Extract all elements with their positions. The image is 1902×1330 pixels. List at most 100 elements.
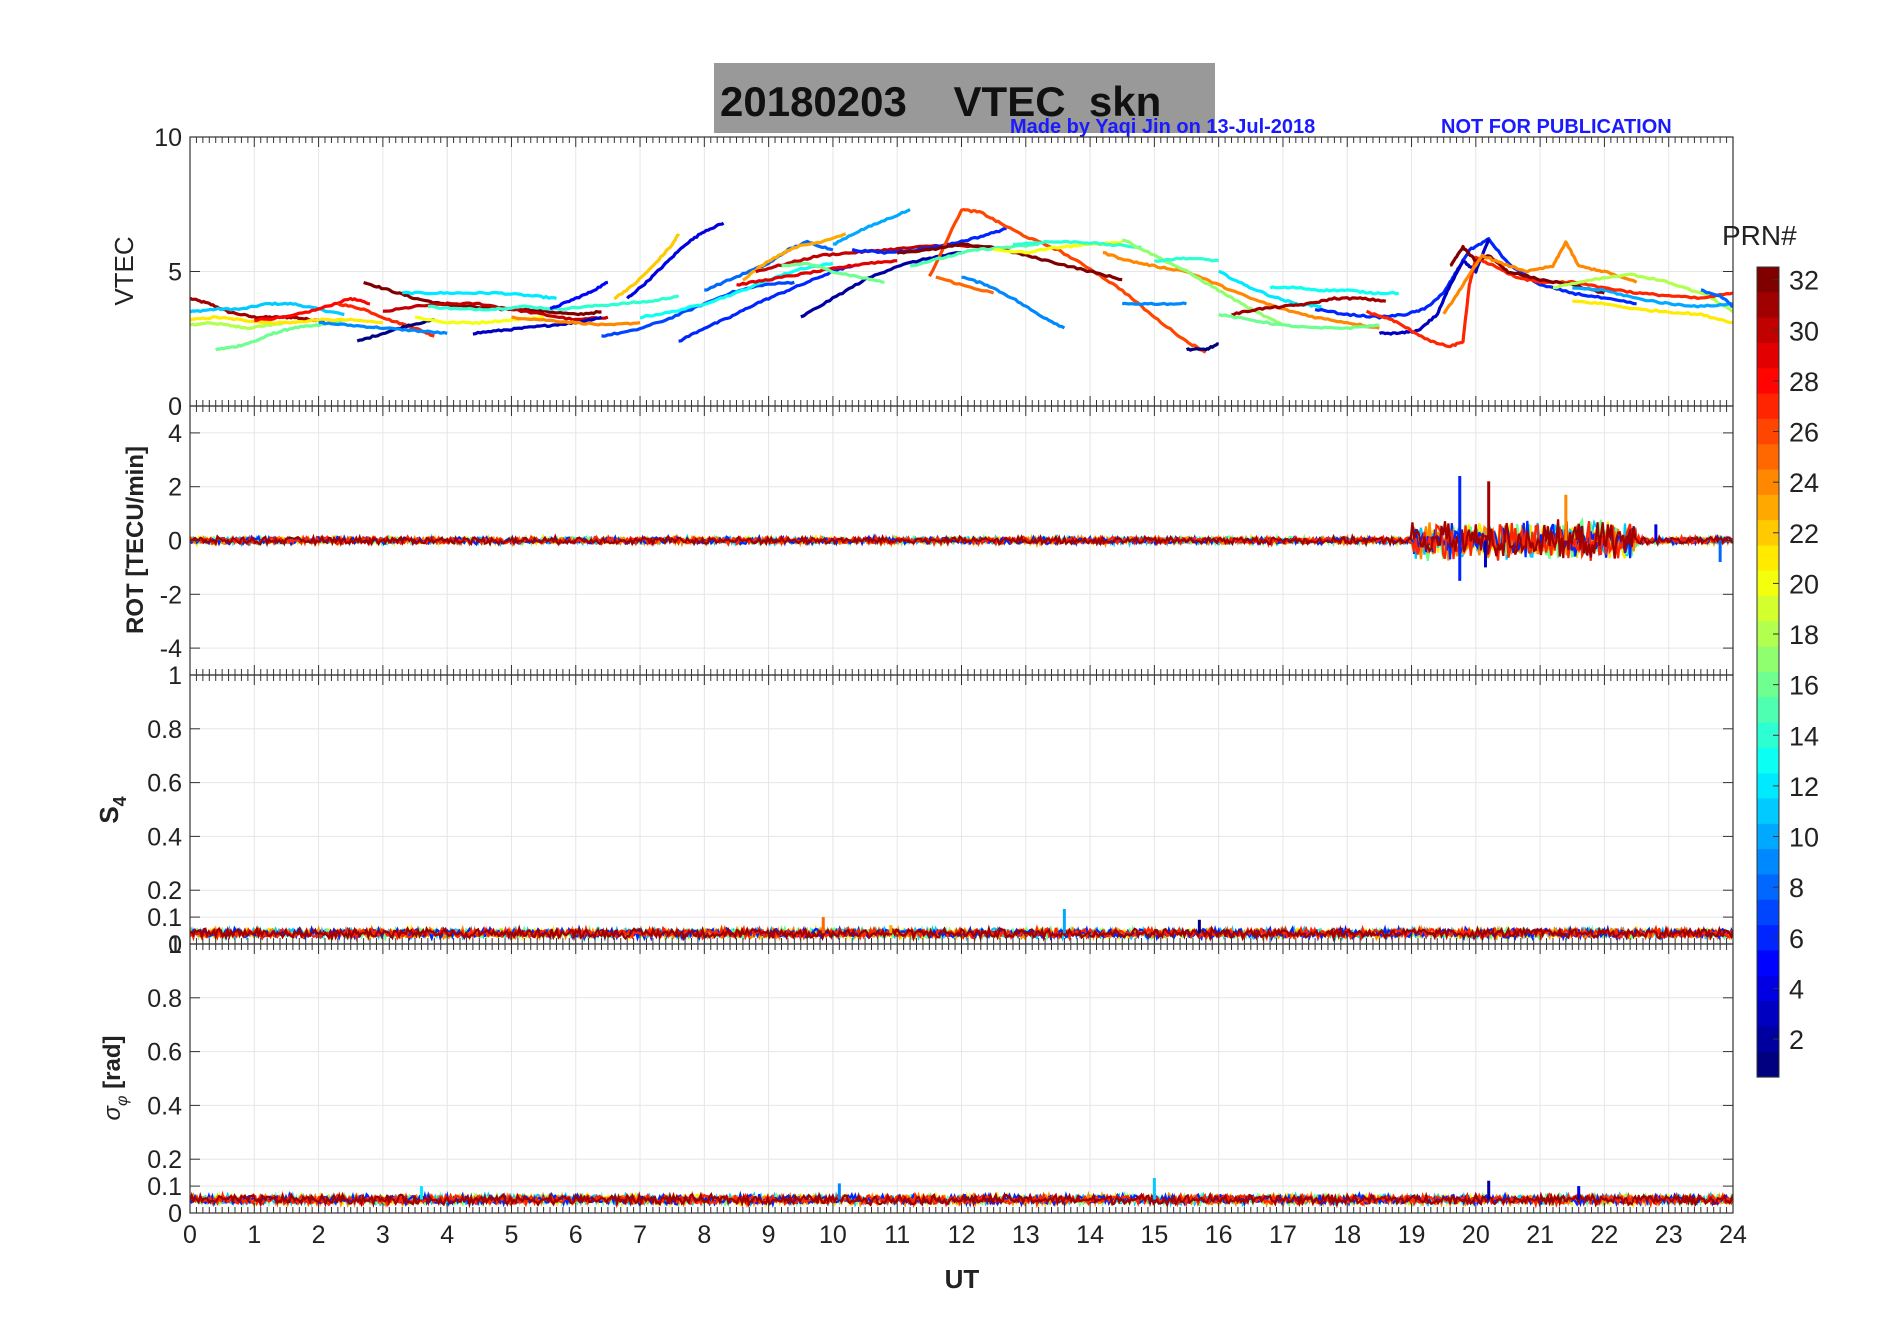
colorbar-segment [1757, 368, 1779, 395]
colorbar-segment [1757, 469, 1779, 496]
vtec-series-line [190, 320, 287, 331]
vtec-data [190, 208, 1733, 354]
colorbar-tick-label: 10 [1789, 823, 1819, 853]
y-tick-label: 5 [168, 259, 182, 287]
vtec-series-line [1231, 296, 1386, 317]
vtec-series-line [781, 261, 885, 284]
colorbar-tick-label: 26 [1789, 418, 1819, 448]
rot-data [190, 475, 1733, 581]
vtec-ylabel: VTEC [109, 236, 139, 305]
vtec-series-line [1572, 299, 1733, 325]
vtec-ticks [189, 136, 1734, 407]
y-tick-label: 1 [168, 931, 182, 959]
colorbar-segment [1757, 621, 1779, 648]
vtec-series-line [1378, 238, 1491, 336]
colorbar-segment [1757, 950, 1779, 977]
colorbar-segment [1757, 342, 1779, 369]
y-tick-label: 0.1 [147, 904, 182, 932]
vtec-series-line [190, 315, 383, 325]
x-tick-label: 19 [1398, 1221, 1426, 1249]
colorbar-segment [1757, 925, 1779, 952]
y-tick-label: 1 [168, 662, 182, 690]
colorbar-segment [1757, 1026, 1779, 1053]
y-tick-label: 0.2 [147, 877, 182, 905]
vtec-series-line [1154, 256, 1219, 263]
x-tick-label: 22 [1591, 1221, 1619, 1249]
vtec-series-line [742, 232, 847, 282]
x-tick-label: 4 [440, 1221, 454, 1249]
colorbar-tick-label: 6 [1789, 924, 1804, 954]
x-tick-label: 1 [247, 1221, 261, 1249]
colorbar-segment [1757, 697, 1779, 724]
vtec-series-line [549, 280, 609, 311]
rot-panel: -4 -2 0 2 4 [160, 405, 1734, 676]
colorbar-segment [1757, 849, 1779, 876]
vtec-series-line [382, 301, 609, 322]
colorbar-tick-label: 24 [1789, 468, 1819, 498]
x-tick-label: 15 [1140, 1221, 1168, 1249]
colorbar-segment [1757, 1001, 1779, 1027]
colorbar-tick-label: 28 [1789, 367, 1819, 397]
vtec-series-line [832, 208, 911, 246]
vtec-series-line [511, 315, 641, 327]
vtec-series-line [601, 280, 795, 338]
x-tick-label: 24 [1719, 1221, 1747, 1249]
s4-ylabel: S4 [94, 796, 130, 823]
sigma_phi-ticks [189, 943, 1734, 1214]
x-tick-label: 17 [1269, 1221, 1297, 1249]
sigma_phi-grid [189, 943, 1734, 1214]
vtec-series-line [1552, 272, 1733, 314]
colorbar-segment [1757, 393, 1779, 420]
vtec-series-line [1604, 286, 1733, 300]
colorbar-tick-label: 4 [1789, 974, 1804, 1004]
x-tick-label: 5 [505, 1221, 519, 1249]
colorbar-segment [1757, 899, 1779, 926]
x-tick-label: 21 [1526, 1221, 1554, 1249]
x-tick-label: 6 [569, 1221, 583, 1249]
vtec-series-line [1102, 251, 1380, 330]
colorbar-tick-label: 2 [1789, 1025, 1804, 1055]
y-tick-label: 0.4 [147, 823, 182, 851]
colorbar-segment [1757, 520, 1779, 547]
colorbar-tick-label: 14 [1789, 721, 1819, 751]
vtec-series-line [402, 290, 557, 300]
sigma-phi-panel: 00.10.20.40.60.810 1 2 3 4 5 6 7 8 9 10 11 12 13 14 15 1… [147, 931, 1747, 1249]
colorbar-segment [1757, 798, 1779, 825]
vtec-series-line [318, 320, 448, 335]
vtec-series-line [1442, 240, 1638, 315]
vtec-series-line [961, 275, 1066, 330]
colorbar-segment [1757, 444, 1779, 471]
y-tick-label: -4 [160, 635, 182, 663]
x-tick-label: 23 [1655, 1221, 1683, 1249]
y-tick-label: 0 [168, 931, 182, 959]
colorbar-segment [1757, 292, 1779, 319]
colorbar-tick-label: 30 [1789, 316, 1819, 346]
vtec-series-line [214, 318, 345, 352]
chart-title: 20180203 VTEC skn [720, 78, 1161, 125]
colorbar-segment [1757, 773, 1779, 800]
colorbar-segment [1757, 418, 1779, 445]
x-tick-label: 9 [762, 1221, 776, 1249]
vtec-series-line [678, 264, 853, 343]
colorbar-tick-label: 20 [1789, 569, 1819, 599]
vtec-series-line [613, 233, 681, 301]
x-tick-label: 7 [633, 1221, 647, 1249]
vtec-series-line [1185, 342, 1220, 352]
y-tick-label: 0 [168, 393, 182, 421]
x-tick-label: 11 [884, 1221, 910, 1249]
colorbar-segment [1757, 672, 1779, 698]
vtec-series-line [626, 221, 725, 300]
colorbar-segment [1757, 317, 1779, 344]
y-tick-label: 4 [168, 420, 182, 448]
colorbar-tick-label: 16 [1789, 671, 1819, 701]
y-tick-label: 2 [168, 474, 182, 502]
y-tick-label: 0.8 [147, 716, 182, 744]
credit-text: Made by Yaqi Jin on 13-Jul-2018 [1010, 116, 1315, 138]
x-tick-label: 12 [948, 1221, 976, 1249]
x-tick-label: 2 [312, 1221, 326, 1249]
colorbar-segment [1757, 874, 1779, 901]
vtec-series-line [1700, 288, 1733, 309]
s4-panel: 00.10.2 0.4 0.6 0.8 1 [147, 662, 1734, 959]
